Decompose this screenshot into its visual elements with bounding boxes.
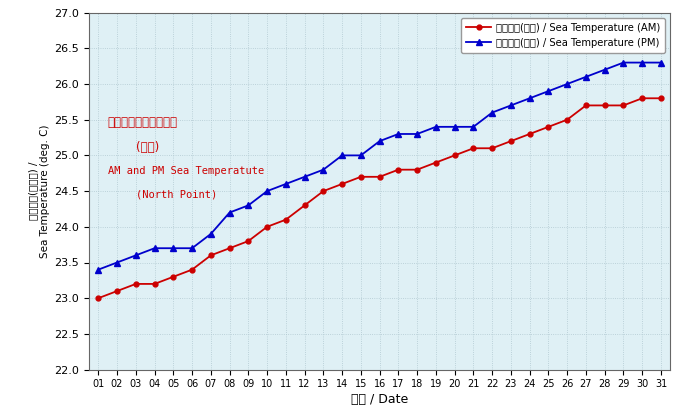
海水溫度(上午) / Sea Temperature (AM) [376,174,384,179]
海水溫度(上午) / Sea Temperature (AM) [657,96,665,101]
Y-axis label: 海水溫度(攝氏度) /
Sea Temperature (deg. C): 海水溫度(攝氏度) / Sea Temperature (deg. C) [29,124,50,258]
海水溫度(上午) / Sea Temperature (AM) [413,167,421,172]
海水溫度(上午) / Sea Temperature (AM) [338,181,346,186]
海水溫度(下午) / Sea Temperature (PM) [432,124,440,129]
海水溫度(上午) / Sea Temperature (AM) [282,217,290,222]
海水溫度(下午) / Sea Temperature (PM) [488,110,497,115]
海水溫度(上午) / Sea Temperature (AM) [244,239,252,244]
海水溫度(下午) / Sea Temperature (PM) [413,131,421,136]
海水溫度(下午) / Sea Temperature (PM) [244,203,252,208]
海水溫度(上午) / Sea Temperature (AM) [94,296,103,301]
海水溫度(上午) / Sea Temperature (AM) [150,281,159,286]
海水溫度(下午) / Sea Temperature (PM) [376,139,384,144]
海水溫度(下午) / Sea Temperature (PM) [638,60,646,65]
海水溫度(上午) / Sea Temperature (AM) [188,267,196,272]
X-axis label: 日期 / Date: 日期 / Date [351,394,408,407]
海水溫度(下午) / Sea Temperature (PM) [657,60,665,65]
海水溫度(上午) / Sea Temperature (AM) [563,117,571,122]
海水溫度(下午) / Sea Temperature (PM) [525,96,534,101]
Legend: 海水溫度(上午) / Sea Temperature (AM), 海水溫度(下午) / Sea Temperature (PM): 海水溫度(上午) / Sea Temperature (AM), 海水溫度(下午… [461,18,666,52]
海水溫度(上午) / Sea Temperature (AM) [300,203,308,208]
海水溫度(下午) / Sea Temperature (PM) [263,189,271,194]
海水溫度(上午) / Sea Temperature (AM) [525,131,534,136]
海水溫度(上午) / Sea Temperature (AM) [169,274,177,279]
海水溫度(下午) / Sea Temperature (PM) [357,153,365,158]
海水溫度(下午) / Sea Temperature (PM) [319,167,328,172]
海水溫度(下午) / Sea Temperature (PM) [394,131,402,136]
Line: 海水溫度(上午) / Sea Temperature (AM): 海水溫度(上午) / Sea Temperature (AM) [96,96,663,301]
Text: (北角): (北角) [136,141,159,154]
海水溫度(上午) / Sea Temperature (AM) [469,146,477,151]
海水溫度(下午) / Sea Temperature (PM) [469,124,477,129]
海水溫度(上午) / Sea Temperature (AM) [451,153,459,158]
海水溫度(上午) / Sea Temperature (AM) [638,96,646,101]
海水溫度(上午) / Sea Temperature (AM) [226,246,234,251]
海水溫度(上午) / Sea Temperature (AM) [619,103,627,108]
Text: (North Point): (North Point) [136,190,217,200]
海水溫度(上午) / Sea Temperature (AM) [507,139,515,144]
海水溫度(上午) / Sea Temperature (AM) [207,253,215,258]
海水溫度(上午) / Sea Temperature (AM) [488,146,497,151]
海水溫度(下午) / Sea Temperature (PM) [619,60,627,65]
Text: 上午及下午的海水溫度: 上午及下午的海水溫度 [107,116,178,129]
海水溫度(下午) / Sea Temperature (PM) [582,74,590,79]
海水溫度(上午) / Sea Temperature (AM) [113,289,121,294]
海水溫度(下午) / Sea Temperature (PM) [338,153,346,158]
海水溫度(下午) / Sea Temperature (PM) [300,174,308,179]
海水溫度(下午) / Sea Temperature (PM) [113,260,121,265]
海水溫度(上午) / Sea Temperature (AM) [357,174,365,179]
海水溫度(下午) / Sea Temperature (PM) [282,181,290,186]
海水溫度(下午) / Sea Temperature (PM) [169,246,177,251]
海水溫度(下午) / Sea Temperature (PM) [207,231,215,236]
海水溫度(上午) / Sea Temperature (AM) [263,224,271,229]
海水溫度(下午) / Sea Temperature (PM) [150,246,159,251]
Line: 海水溫度(下午) / Sea Temperature (PM): 海水溫度(下午) / Sea Temperature (PM) [95,60,664,273]
海水溫度(下午) / Sea Temperature (PM) [563,81,571,87]
海水溫度(下午) / Sea Temperature (PM) [507,103,515,108]
海水溫度(上午) / Sea Temperature (AM) [319,189,328,194]
Text: AM and PM Sea Temperatute: AM and PM Sea Temperatute [107,166,264,176]
海水溫度(下午) / Sea Temperature (PM) [188,246,196,251]
海水溫度(上午) / Sea Temperature (AM) [544,124,553,129]
海水溫度(下午) / Sea Temperature (PM) [451,124,459,129]
海水溫度(上午) / Sea Temperature (AM) [432,160,440,165]
海水溫度(上午) / Sea Temperature (AM) [582,103,590,108]
海水溫度(下午) / Sea Temperature (PM) [94,267,103,272]
海水溫度(上午) / Sea Temperature (AM) [601,103,609,108]
海水溫度(上午) / Sea Temperature (AM) [394,167,402,172]
海水溫度(下午) / Sea Temperature (PM) [544,89,553,94]
海水溫度(下午) / Sea Temperature (PM) [226,210,234,215]
海水溫度(上午) / Sea Temperature (AM) [132,281,140,286]
海水溫度(下午) / Sea Temperature (PM) [132,253,140,258]
海水溫度(下午) / Sea Temperature (PM) [601,67,609,72]
